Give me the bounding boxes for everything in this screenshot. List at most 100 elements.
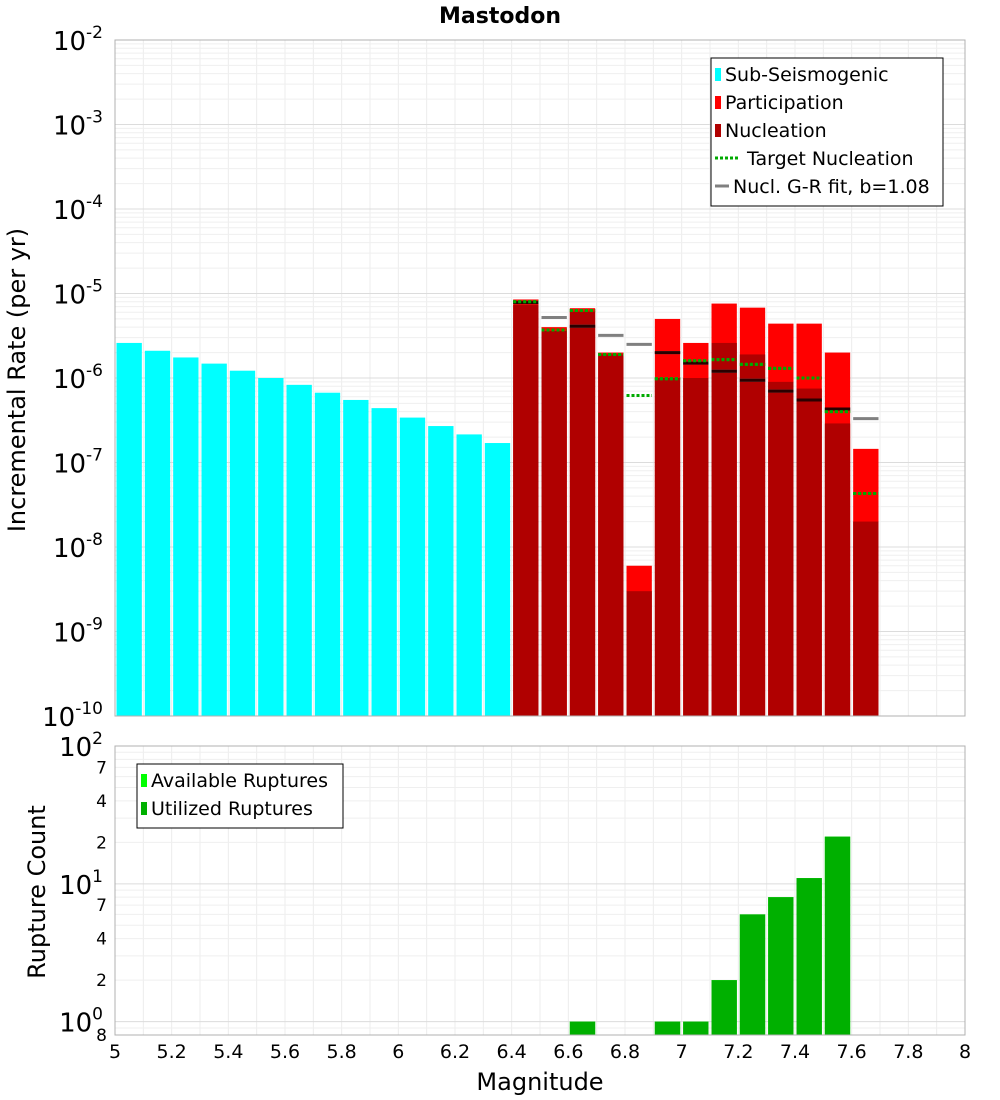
- plot-frame: [114, 39, 966, 717]
- rate-y-axis-label: Incremental Rate (per yr): [3, 228, 31, 532]
- y-tick-label: 10-6: [53, 361, 103, 395]
- legend-label-participation: Participation: [725, 92, 844, 114]
- legend: Sub-Seismogenic Participation Nucleation Ta…: [710, 57, 944, 207]
- sub-seismogenic-bar: [144, 350, 171, 716]
- x-tick-label: 5.2: [157, 1041, 187, 1063]
- sub-seismogenic-bar: [428, 426, 454, 716]
- nucleation-bar: [598, 354, 624, 716]
- legend-swatch-utilized-ruptures: [141, 802, 147, 815]
- x-axis-label: Magnitude: [476, 1068, 603, 1096]
- nucleation-bar: [569, 311, 596, 716]
- y-tick-label: 7: [96, 896, 107, 916]
- sub-seismogenic-bar: [399, 417, 426, 716]
- nucleation-bar: [853, 521, 879, 716]
- x-tick-label: 5.6: [270, 1041, 300, 1063]
- nucleation-bar: [711, 342, 737, 716]
- plot-frame: [114, 745, 966, 1036]
- nucleation-bar: [739, 354, 766, 716]
- utilized-ruptures-bar: [768, 897, 794, 1035]
- utilized-ruptures-bar: [569, 1021, 596, 1035]
- utilized-ruptures-bar: [824, 836, 851, 1035]
- nucleation-bar: [513, 305, 539, 716]
- nucleation-bar: [824, 423, 851, 716]
- series-nucleation: [513, 305, 879, 716]
- chart-title: Mastodon: [439, 4, 561, 29]
- x-tick-label: 5.4: [213, 1041, 243, 1063]
- x-tick-label: 5: [109, 1041, 121, 1063]
- y-tick-label: 10-5: [53, 277, 103, 311]
- legend-swatch-participation: [715, 96, 721, 109]
- x-tick-label: 7.4: [780, 1041, 810, 1063]
- legend-label-target-nucleation: Target Nucleation: [746, 148, 914, 170]
- legend-swatch-sub-seismogenic: [715, 68, 721, 81]
- y-tick-label: 4: [96, 930, 107, 950]
- sub-seismogenic-bar: [371, 408, 397, 716]
- x-tick-label: 6.8: [610, 1041, 640, 1063]
- nucleation-bar: [541, 330, 567, 716]
- series-sub-seismogenic: [116, 342, 511, 716]
- x-tick-label: 6.4: [497, 1041, 527, 1063]
- x-tick-label: 5.8: [327, 1041, 357, 1063]
- legend-swatch-available-ruptures: [141, 774, 147, 787]
- sub-seismogenic-bar: [484, 443, 511, 716]
- y-tick-label: 10-10: [42, 699, 103, 733]
- x-tick-label: 7.6: [837, 1041, 867, 1063]
- x-tick-label: 8: [959, 1041, 971, 1063]
- utilized-ruptures-bar: [711, 980, 737, 1035]
- y-tick-label: 4: [96, 792, 107, 812]
- sub-seismogenic-bar: [314, 392, 341, 716]
- sub-seismogenic-bar: [456, 434, 482, 716]
- nucleation-bar: [768, 381, 794, 716]
- x-tick-label: 6.6: [553, 1041, 583, 1063]
- gr-fit-overlay: [513, 300, 879, 495]
- legend-box: [710, 57, 944, 207]
- legend-label-available-ruptures: Available Ruptures: [151, 770, 328, 792]
- legend-label-utilized-ruptures: Utilized Ruptures: [151, 798, 313, 820]
- sub-seismogenic-bar: [286, 384, 312, 716]
- y-tick-label: 10-3: [53, 108, 103, 142]
- legend-label-sub-seismogenic: Sub-Seismogenic: [725, 64, 889, 86]
- y-tick-label: 2: [96, 833, 107, 853]
- x-tick-label: 6.2: [440, 1041, 470, 1063]
- legend-label-nucl-g-r-fit-b-1-08: Nucl. G-R fit, b=1.08: [733, 176, 930, 198]
- legend-label-nucleation: Nucleation: [725, 120, 827, 142]
- nucleation-bar: [626, 591, 652, 716]
- nucleation-bar: [796, 388, 822, 716]
- legend-box: [136, 763, 344, 829]
- y-tick-label: 10-7: [53, 446, 103, 480]
- y-tick-label: 10-9: [53, 615, 103, 649]
- legend-swatch-nucleation: [715, 124, 721, 137]
- x-tick-label: 6: [392, 1041, 404, 1063]
- y-tick-label: 10-4: [53, 192, 103, 226]
- utilized-ruptures-bar: [654, 1021, 681, 1035]
- y-tick-label: 8: [96, 1026, 107, 1046]
- sub-seismogenic-bar: [343, 399, 369, 716]
- x-tick-label: 7.2: [723, 1041, 753, 1063]
- legend: Available Ruptures Utilized Ruptures: [136, 763, 344, 829]
- sub-seismogenic-bar: [229, 370, 256, 716]
- x-tick-label: 7: [676, 1041, 688, 1063]
- sub-seismogenic-bar: [173, 357, 199, 716]
- x-tick-label: 7.8: [893, 1041, 923, 1063]
- y-tick-label: 2: [96, 971, 107, 991]
- utilized-ruptures-bar: [739, 914, 766, 1035]
- nucleation-bar: [654, 378, 681, 716]
- y-tick-label: 101: [59, 867, 103, 901]
- utilized-ruptures-bar: [683, 1021, 709, 1035]
- utilized-ruptures-bar: [796, 878, 822, 1035]
- sub-seismogenic-bar: [201, 363, 227, 716]
- y-tick-label: 10-8: [53, 530, 103, 564]
- series-utilized-ruptures: [569, 836, 851, 1035]
- count-y-axis-label: Rupture Count: [23, 805, 51, 979]
- y-tick-label: 100: [59, 1005, 103, 1039]
- sub-seismogenic-bar: [116, 342, 142, 716]
- nucleation-bar: [683, 378, 709, 716]
- y-tick-label: 102: [59, 729, 103, 763]
- rate-panel: 10-2 10-3 10-4 10-5 10-6 10-7 10-8 10-9 10-10 Sub…: [42, 23, 966, 733]
- y-tick-label: 7: [96, 758, 107, 778]
- y-tick-label: 10-2: [53, 23, 103, 57]
- sub-seismogenic-bar: [258, 378, 284, 716]
